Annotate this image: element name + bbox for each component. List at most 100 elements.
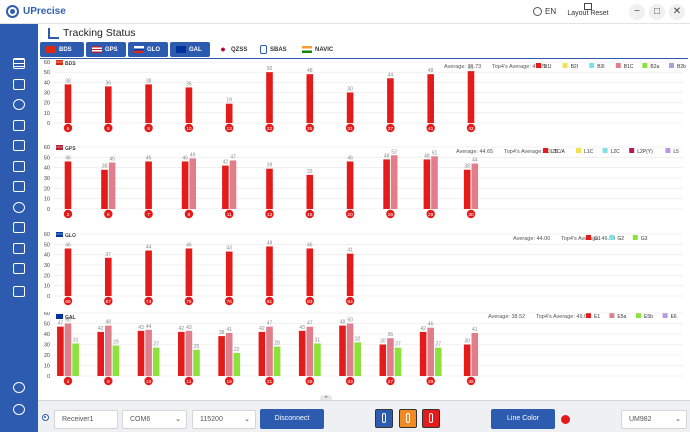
tab-gal[interactable]: GAL: [170, 42, 210, 57]
prn-badge: [184, 296, 194, 306]
prn-label: 26: [307, 379, 313, 385]
minimize-button[interactable]: −: [629, 4, 645, 20]
prn-badge: [225, 123, 234, 133]
language-switch[interactable]: EN: [533, 7, 556, 16]
y-tick-label: 20: [44, 273, 50, 279]
globe-icon: [533, 7, 542, 16]
prn-label: 29: [428, 379, 434, 385]
settings-gear-icon[interactable]: [13, 404, 25, 415]
receiver-radio[interactable]: [42, 414, 49, 421]
model-select[interactable]: UM982 ⌄: [621, 410, 687, 429]
collapse-toggle[interactable]: ⌃: [320, 395, 332, 404]
file-transfer-icon[interactable]: [13, 263, 25, 274]
data-label: 43: [299, 325, 305, 331]
bar: [105, 86, 112, 123]
prn-label: 84: [347, 299, 353, 305]
app-logo: UPrecise: [6, 5, 66, 18]
maximize-button[interactable]: □: [649, 4, 665, 20]
close-button[interactable]: ✕: [669, 4, 685, 20]
satellite-icon[interactable]: [13, 99, 25, 110]
bar: [225, 251, 233, 296]
prn-label: 37: [388, 126, 394, 132]
data-label: 37: [106, 252, 112, 258]
tabs-divider: [40, 58, 688, 59]
config-icon[interactable]: [13, 181, 25, 192]
y-tick-label: 30: [44, 176, 50, 182]
y-tick-label: 0: [47, 207, 50, 213]
map-icon[interactable]: [13, 140, 25, 151]
line-color-swatch[interactable]: [561, 415, 570, 424]
tab-navic[interactable]: NAVIC: [296, 42, 340, 57]
toolbox-icon[interactable]: [13, 286, 25, 297]
data-label: 33: [307, 169, 313, 175]
bar-chart-icon[interactable]: [13, 120, 25, 131]
bar: [471, 163, 479, 209]
line-color-button[interactable]: Line Color: [491, 409, 555, 429]
database-icon[interactable]: [13, 222, 25, 233]
legend-label: E1: [594, 314, 600, 320]
data-label: 44: [388, 72, 394, 78]
thermometer-blue-button[interactable]: [375, 409, 393, 428]
prn-badge: [305, 296, 314, 306]
prn-badge: [144, 209, 153, 219]
legend-label: B2b: [677, 64, 686, 70]
average-label: Average: 38.52: [488, 314, 525, 320]
bar: [306, 74, 314, 123]
y-tick-label: 40: [44, 80, 50, 86]
tab-gps[interactable]: GPS: [86, 42, 126, 57]
port-select[interactable]: COM6 ⌄: [122, 410, 187, 429]
data-label: 30: [380, 339, 386, 345]
constellation-flag-icon: [56, 232, 63, 237]
data-label: 32: [355, 336, 361, 342]
layout-reset-button[interactable]: Layout Reset: [567, 3, 609, 18]
baud-select[interactable]: 115200 ⌄: [192, 410, 256, 429]
y-tick-label: 60: [44, 232, 50, 238]
y-tick-label: 10: [44, 364, 50, 370]
legend-label: G1: [594, 236, 601, 242]
tab-qzss[interactable]: QZSS: [212, 42, 252, 57]
y-tick-label: 40: [44, 253, 50, 259]
tab-label: GLO: [147, 46, 160, 53]
storage-icon[interactable]: [13, 243, 25, 254]
panel-header: Tracking Status: [48, 27, 136, 39]
prn-badge: [104, 376, 113, 386]
tab-bds[interactable]: BDS: [40, 42, 84, 57]
tab-label: GPS: [105, 46, 118, 53]
document-icon[interactable]: [13, 58, 25, 69]
menu-icon[interactable]: [13, 59, 24, 67]
thermometer-red-button[interactable]: [422, 409, 440, 428]
prn-label: 13: [227, 126, 233, 132]
data-label: 43: [186, 325, 192, 331]
data-label: 42: [420, 326, 426, 332]
edit-document-icon[interactable]: [13, 161, 25, 172]
disconnect-button[interactable]: Disconnect: [260, 409, 324, 429]
data-label: 38: [102, 164, 108, 170]
tab-sbas[interactable]: SBAS: [254, 42, 294, 57]
location-icon[interactable]: [13, 382, 25, 393]
prn-badge: [426, 376, 435, 386]
y-tick-label: 50: [44, 242, 50, 248]
data-label: 30: [464, 339, 470, 345]
data-label: 44: [472, 158, 478, 164]
bar: [225, 332, 233, 376]
prn-label: 6: [107, 126, 110, 132]
prn-badge: [184, 376, 194, 386]
network-icon[interactable]: [13, 202, 25, 213]
bar: [273, 346, 281, 376]
model-value: UM982: [629, 416, 652, 423]
upload-icon[interactable]: [13, 79, 25, 90]
data-label: 46: [65, 155, 71, 161]
prn-badge: [225, 209, 234, 219]
chart-title: GAL: [65, 315, 76, 321]
tab-glo[interactable]: GLO: [128, 42, 168, 57]
thermometer-orange-button[interactable]: [399, 409, 417, 428]
bar: [97, 331, 104, 376]
bar: [225, 103, 233, 123]
data-label: 27: [436, 342, 442, 348]
legend-swatch: [576, 148, 581, 153]
tab-label: GAL: [189, 46, 202, 53]
receiver-name-field[interactable]: Receiver1: [54, 410, 118, 429]
legend-label: L5: [673, 149, 679, 155]
legend-swatch: [629, 148, 635, 153]
prn-label: 27: [388, 379, 394, 385]
